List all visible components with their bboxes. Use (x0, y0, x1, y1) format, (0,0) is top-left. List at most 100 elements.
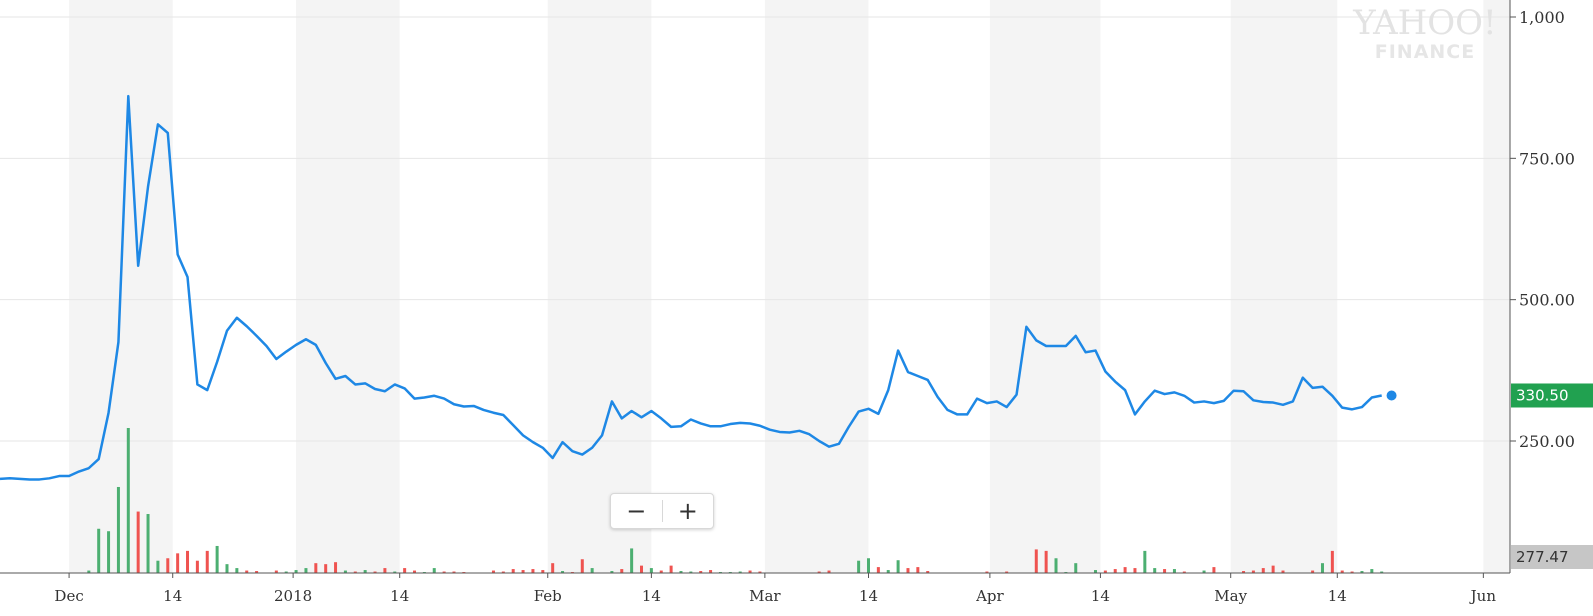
zoom-control: − + (610, 493, 714, 529)
volume-bar (699, 571, 703, 573)
shade-band-5 (1230, 0, 1338, 573)
shade-band-1 (296, 0, 400, 573)
volume-bar (1153, 568, 1157, 573)
volume-bars (87, 428, 1384, 573)
volume-bar (442, 571, 446, 573)
volume-bar (215, 545, 219, 573)
volume-bar (334, 562, 338, 573)
volume-bar (561, 571, 565, 573)
volume-bar (1271, 565, 1275, 573)
volume-bar (491, 570, 495, 573)
volume-bar (1133, 568, 1137, 573)
volume-bar (353, 571, 357, 573)
volume-bar (1311, 570, 1315, 573)
zoom-out-button[interactable]: − (626, 497, 647, 525)
volume-bar (1380, 571, 1384, 573)
volume-bar (116, 486, 120, 573)
volume-bar (126, 428, 130, 573)
x-tick-label: Feb (534, 587, 562, 605)
volume-bar (679, 571, 683, 573)
volume-bar (817, 571, 821, 573)
volume-bar (1360, 571, 1364, 573)
zoom-in-button[interactable]: + (677, 497, 698, 525)
volume-bar (876, 567, 880, 573)
volume-bar (383, 568, 387, 573)
volume-bar (590, 568, 594, 573)
volume-bar (501, 571, 505, 573)
volume-bar (1251, 570, 1255, 573)
svg-text:YAHOO!: YAHOO! (1352, 3, 1496, 43)
volume-bar (186, 550, 190, 573)
volume-bar (413, 570, 417, 573)
y-tick-label: 750.00 (1519, 149, 1575, 168)
volume-bar (1202, 570, 1206, 573)
volume-bar (373, 571, 377, 573)
volume-bar (541, 570, 545, 573)
volume-bar (1182, 571, 1186, 573)
volume-bar (551, 563, 555, 573)
volume-bar (906, 568, 910, 573)
volume-bar (245, 570, 249, 573)
volume-bar (1005, 571, 1009, 573)
volume-bar (738, 571, 742, 573)
volume-bar (886, 570, 890, 573)
yahoo-finance-logo: YAHOO! FINANCE (1352, 3, 1496, 63)
volume-bar (176, 553, 180, 573)
volume-bar (156, 560, 160, 573)
volume-bar (235, 568, 239, 573)
volume-bar (284, 571, 288, 573)
x-tick-label: Mar (749, 587, 781, 605)
volume-bar (324, 564, 328, 573)
last-price-label: 330.50 (1516, 386, 1569, 404)
y-tick-label: 500.00 (1519, 291, 1575, 310)
volume-label: 277.47 (1516, 548, 1569, 566)
volume-bar (166, 558, 170, 573)
x-tick-label: 14 (859, 587, 878, 605)
shade-band-3 (764, 0, 869, 573)
grid-lines (0, 16, 1510, 442)
volume-bar (1163, 569, 1167, 573)
volume-bar (403, 568, 407, 573)
volume-bar (649, 568, 653, 573)
volume-bar (1370, 569, 1374, 573)
volume-bar (985, 571, 989, 573)
volume-bar (1123, 567, 1127, 573)
x-tick-label: May (1214, 587, 1247, 605)
shade-bands (69, 0, 1510, 573)
volume-bar (521, 570, 525, 573)
volume-bar (610, 571, 614, 573)
volume-bar (1281, 570, 1285, 573)
volume-bar (689, 571, 693, 573)
shade-band-2 (547, 0, 652, 573)
volume-bar (669, 565, 673, 573)
volume-bar (1242, 571, 1246, 573)
volume-bar (304, 568, 308, 573)
volume-bar (1340, 570, 1344, 573)
x-tick-label: Jun (1469, 587, 1497, 605)
volume-bar (363, 570, 367, 573)
volume-bar (1261, 568, 1265, 573)
x-tick-label: 14 (163, 587, 182, 605)
volume-bar (343, 570, 347, 573)
volume-bar (866, 558, 870, 573)
axes (0, 0, 1511, 574)
volume-bar (926, 571, 930, 573)
x-tick-label: 14 (390, 587, 409, 605)
zoom-separator (661, 500, 663, 522)
volume-bar (1034, 549, 1038, 573)
volume-bar (1172, 569, 1176, 573)
volume-bar (827, 570, 831, 573)
volume-bar (659, 570, 663, 573)
x-tick-label: Dec (54, 587, 83, 605)
volume-bar (136, 511, 140, 573)
x-tick-label: 14 (1328, 587, 1347, 605)
volume-bar (1044, 550, 1048, 573)
x-tick-label: 14 (1091, 587, 1110, 605)
volume-bar (97, 528, 101, 573)
volume-bar (1093, 570, 1097, 573)
volume-bar (1212, 567, 1216, 573)
price-badges: 330.50 277.47 (1511, 383, 1593, 569)
volume-bar (620, 569, 624, 573)
volume-bar (758, 571, 762, 573)
price-line (0, 94, 1382, 481)
